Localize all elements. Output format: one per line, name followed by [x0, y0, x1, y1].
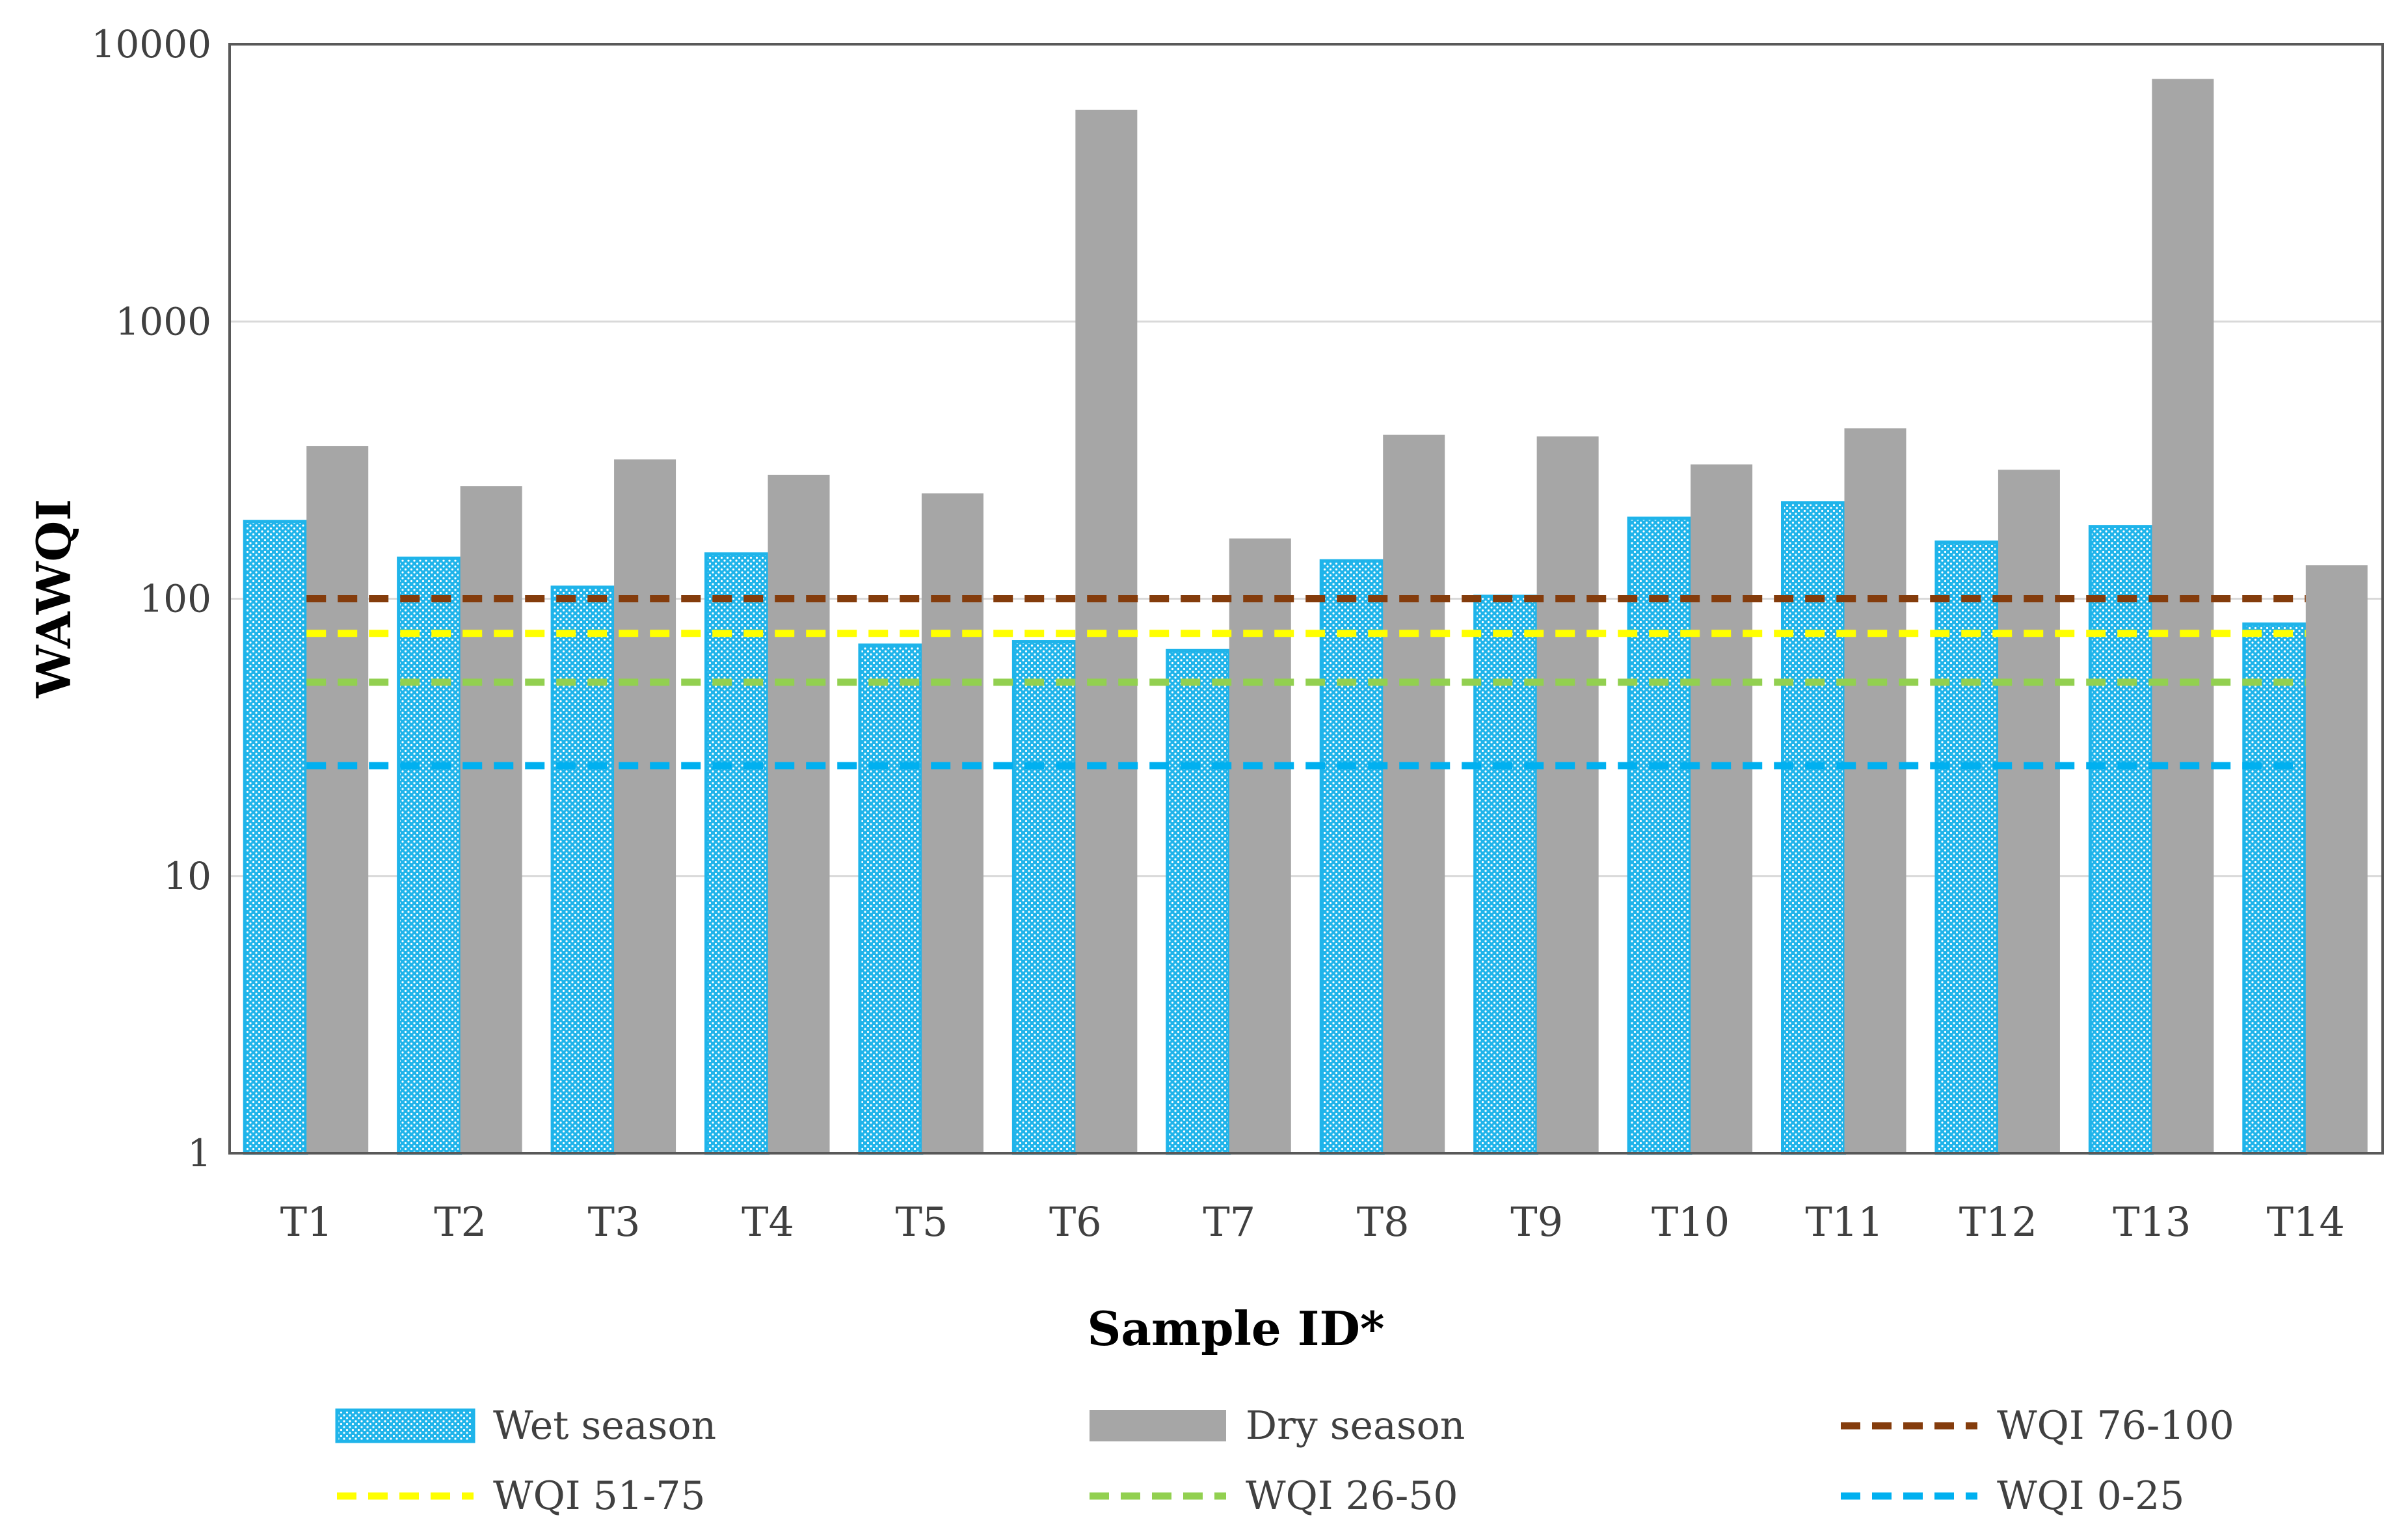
y-tick-label: 1000 — [115, 299, 211, 343]
y-tick-label: 10 — [163, 854, 211, 898]
bar-dry-season — [460, 486, 522, 1154]
legend-label: Dry season — [1246, 1403, 1465, 1449]
bar-dry-season — [2305, 565, 2368, 1153]
plot-area-frame — [228, 43, 2384, 1155]
x-tick-label: T5 — [896, 1198, 948, 1246]
x-tick-label: T8 — [1357, 1198, 1410, 1246]
bar-wet-season — [858, 643, 924, 1155]
bars — [243, 79, 2368, 1155]
x-tick-label: T11 — [1805, 1198, 1883, 1246]
legend-item: WQI 26-50 — [1090, 1473, 1458, 1519]
x-tick-label: T4 — [742, 1198, 794, 1246]
x-axis-title: Sample ID* — [1087, 1301, 1384, 1356]
x-tick-label: T10 — [1652, 1198, 1730, 1246]
bar-wet-season — [550, 585, 616, 1155]
x-tick-label: T14 — [2267, 1198, 2345, 1246]
bar-dry-season — [1536, 436, 1599, 1153]
x-tick-label: T9 — [1510, 1198, 1563, 1246]
x-tick-label: T13 — [2113, 1198, 2191, 1246]
bar-wet-season — [1319, 559, 1385, 1155]
bar-dry-season — [2152, 79, 2214, 1154]
x-tick-label: T6 — [1049, 1198, 1102, 1246]
y-tick-label: 10000 — [91, 22, 211, 66]
legend-swatch — [335, 1408, 475, 1443]
bar-dry-season — [614, 459, 676, 1153]
bar-dry-season — [1691, 464, 1753, 1154]
legend-swatch — [1090, 1410, 1226, 1441]
x-axis-ticks: T1 T2 T3 T4 T5 T6 T7 T8 T9 T10 T11 T12 T13 T14 — [280, 1198, 2345, 1246]
y-axis-title: WAWQI — [26, 499, 81, 699]
legend-item: Wet season — [335, 1403, 716, 1449]
legend-item: WQI 0-25 — [1841, 1473, 2184, 1519]
legend-item: WQI 76-100 — [1841, 1403, 2234, 1449]
legend-item: Dry season — [1090, 1403, 1465, 1449]
x-tick-label: T3 — [588, 1198, 641, 1246]
bar-dry-season — [1383, 434, 1445, 1153]
y-tick-label: 100 — [139, 577, 211, 621]
bar-dry-season — [1229, 538, 1291, 1153]
x-tick-label: T2 — [434, 1198, 487, 1246]
bar-wet-season — [397, 556, 462, 1155]
legend-label: WQI 76-100 — [1997, 1403, 2234, 1449]
bar-wet-season — [1166, 648, 1231, 1155]
bar-wet-season — [1011, 640, 1077, 1155]
y-tick-label: 1 — [187, 1131, 211, 1175]
legend-item: WQI 51-75 — [337, 1473, 706, 1519]
bar-wet-season — [2242, 622, 2308, 1155]
reference-lines — [306, 595, 2306, 769]
x-tick-label: T7 — [1203, 1198, 1255, 1246]
bar-dry-season — [768, 474, 830, 1153]
legend: Wet season Dry season WQI 76-100 WQI 51-75 W… — [335, 1403, 2234, 1519]
legend-label: Wet season — [493, 1403, 716, 1449]
legend-label: WQI 26-50 — [1246, 1473, 1458, 1519]
bar-dry-season — [921, 493, 983, 1153]
legend-label: WQI 51-75 — [493, 1473, 706, 1519]
bar-dry-season — [1998, 470, 2060, 1153]
bar-wet-season — [1627, 516, 1692, 1155]
bar-wet-season — [2088, 525, 2154, 1155]
bar-wet-season — [243, 520, 308, 1155]
x-tick-label: T1 — [280, 1198, 333, 1246]
y-axis-ticks: 1 10 100 1000 10000 — [91, 22, 211, 1175]
bar-dry-season — [306, 446, 369, 1154]
bar-wet-season — [704, 552, 769, 1155]
legend-label: WQI 0-25 — [1997, 1473, 2184, 1519]
x-tick-label: T12 — [1959, 1198, 2037, 1246]
bar-dry-season — [1844, 428, 1906, 1153]
